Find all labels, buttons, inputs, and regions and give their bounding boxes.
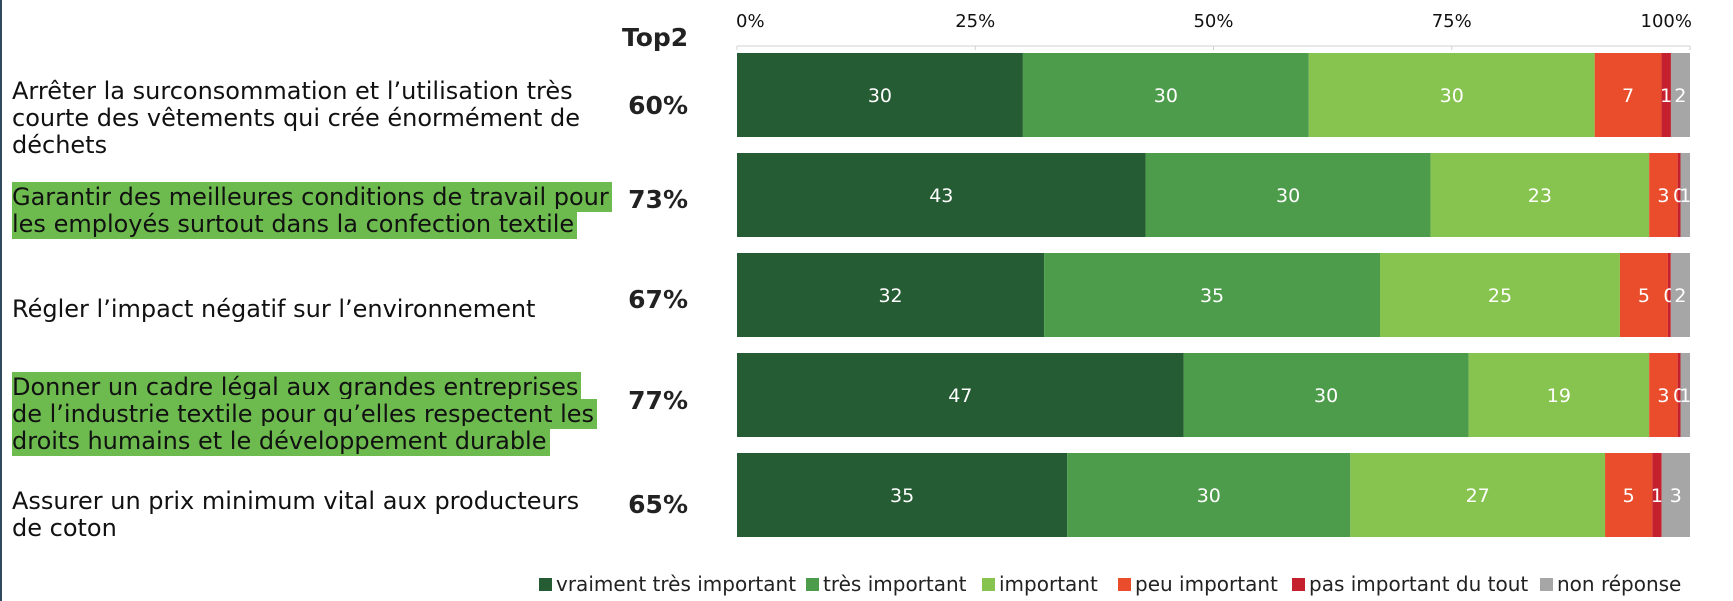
bar-segment xyxy=(1670,53,1690,137)
bar-segment xyxy=(1677,353,1681,437)
bar-segment-label: 1 xyxy=(1651,485,1663,507)
bar-segment xyxy=(1183,353,1469,437)
category-label-line: Donner un cadre légal aux grandes entrep… xyxy=(12,372,582,402)
bar-segment-label: 27 xyxy=(1466,485,1490,507)
left-border-rule xyxy=(0,0,2,601)
bar-segment xyxy=(1661,53,1671,137)
category-label-line: droits humains et le développement durab… xyxy=(12,426,550,456)
category-label: Régler l’impact négatif sur l’environnem… xyxy=(12,296,535,323)
bar-segment xyxy=(737,253,1045,337)
bar-segment xyxy=(1649,353,1678,437)
top2-value: 60% xyxy=(628,91,688,120)
category-label-line: Arrêter la surconsommation et l’utilisat… xyxy=(12,77,573,105)
legend-label: très important xyxy=(823,572,967,596)
bar-segment-label: 5 xyxy=(1638,285,1650,307)
legend-label: pas important du tout xyxy=(1309,572,1528,596)
category-label: Garantir des meilleures conditions de tr… xyxy=(12,182,612,239)
legend-label: important xyxy=(999,572,1098,596)
bar-segment xyxy=(1380,253,1620,337)
bar-segment-label: 47 xyxy=(948,385,972,407)
bar-segment-label: 23 xyxy=(1528,185,1552,207)
legend-swatch xyxy=(1540,578,1553,591)
bar-segment-label: 3 xyxy=(1670,485,1682,507)
category-label: Donner un cadre légal aux grandes entrep… xyxy=(12,372,598,456)
top2-header: Top2 xyxy=(622,23,689,52)
category-label-line: déchets xyxy=(12,131,108,159)
bar-segment xyxy=(1067,453,1351,537)
bar-segment-label: 5 xyxy=(1623,485,1635,507)
legend-label: peu important xyxy=(1135,572,1278,596)
top2-value: 67% xyxy=(628,285,688,314)
bar-segment xyxy=(1430,153,1650,237)
bar-segment-label: 7 xyxy=(1622,85,1634,107)
bar-segment xyxy=(1044,253,1381,337)
bar-segment-label: 30 xyxy=(1440,85,1464,107)
bar-segment xyxy=(1145,153,1431,237)
legend-swatch xyxy=(982,578,995,591)
bar-segment-label: 3 xyxy=(1657,185,1669,207)
category-label-line: Régler l’impact négatif sur l’environnem… xyxy=(12,295,536,323)
category-label-line: Assurer un prix minimum vital aux produc… xyxy=(12,487,580,515)
bar-segment xyxy=(1605,453,1653,537)
bar-segment-label: 32 xyxy=(878,285,902,307)
bar-segment-label: 2 xyxy=(1674,285,1686,307)
top2-value: 65% xyxy=(628,490,688,519)
top2-value: 77% xyxy=(628,386,688,415)
x-axis-tick-label: 25% xyxy=(955,11,995,32)
bar-segment xyxy=(1680,353,1690,437)
x-axis-tick-label: 75% xyxy=(1432,11,1472,32)
bar-segment xyxy=(1350,453,1606,537)
x-axis-tick-label: 0% xyxy=(736,11,765,32)
category-label-line: de l’industrie textile pour qu’elles res… xyxy=(12,399,598,429)
category-label-line: de coton xyxy=(12,514,117,542)
bar-segment xyxy=(1677,153,1681,237)
bar-segment-label: 35 xyxy=(890,485,914,507)
bar-segment xyxy=(1670,253,1690,337)
bar-segment-label: 30 xyxy=(1154,85,1178,107)
bar-segment xyxy=(1022,53,1309,137)
bar-segment xyxy=(737,453,1068,537)
bar-segment-label: 30 xyxy=(868,85,892,107)
legend-swatch xyxy=(806,578,819,591)
category-label-line: les employés surtout dans la confection … xyxy=(12,209,578,239)
bar-segment-label: 1 xyxy=(1660,85,1672,107)
bar-segment-label: 30 xyxy=(1314,385,1338,407)
bar-segment-label: 1 xyxy=(1679,185,1691,207)
bar-segment xyxy=(1649,153,1678,237)
bar-segment xyxy=(1619,253,1668,337)
bar-segment xyxy=(737,353,1184,437)
top2-value: 73% xyxy=(628,185,688,214)
bar-segment xyxy=(1680,153,1690,237)
bar-segment xyxy=(1652,453,1662,537)
bar-segment-label: 3 xyxy=(1657,385,1669,407)
bar-segment-label: 30 xyxy=(1276,185,1300,207)
bar-segment-label: 35 xyxy=(1200,285,1224,307)
x-axis-tick-label: 100% xyxy=(1641,11,1692,32)
bar-segment-label: 25 xyxy=(1488,285,1512,307)
category-label-line: Garantir des meilleures conditions de tr… xyxy=(12,182,612,212)
legend-label: vraiment très important xyxy=(556,572,796,596)
bar-segment xyxy=(1594,53,1662,137)
bar-segment-label: 30 xyxy=(1197,485,1221,507)
bar-segment-label: 2 xyxy=(1674,85,1686,107)
legend-label: non réponse xyxy=(1557,572,1681,596)
bar-segment-label: 19 xyxy=(1547,385,1571,407)
bar-segment-label: 1 xyxy=(1679,385,1691,407)
bar-segment xyxy=(737,153,1146,237)
category-label-line: courte des vêtements qui crée énormément… xyxy=(12,104,581,132)
x-axis-tick-label: 50% xyxy=(1193,11,1233,32)
bar-segment xyxy=(737,53,1023,137)
category-label: Arrêter la surconsommation et l’utilisat… xyxy=(12,78,580,159)
bar-segment xyxy=(1667,253,1671,337)
legend-swatch xyxy=(1118,578,1131,591)
bar-segment xyxy=(1468,353,1650,437)
legend-swatch xyxy=(539,578,552,591)
legend-swatch xyxy=(1292,578,1305,591)
bar-segment-label: 43 xyxy=(929,185,953,207)
category-label: Assurer un prix minimum vital aux produc… xyxy=(12,488,579,542)
bar-segment xyxy=(1308,53,1595,137)
bar-segment xyxy=(1661,453,1690,537)
